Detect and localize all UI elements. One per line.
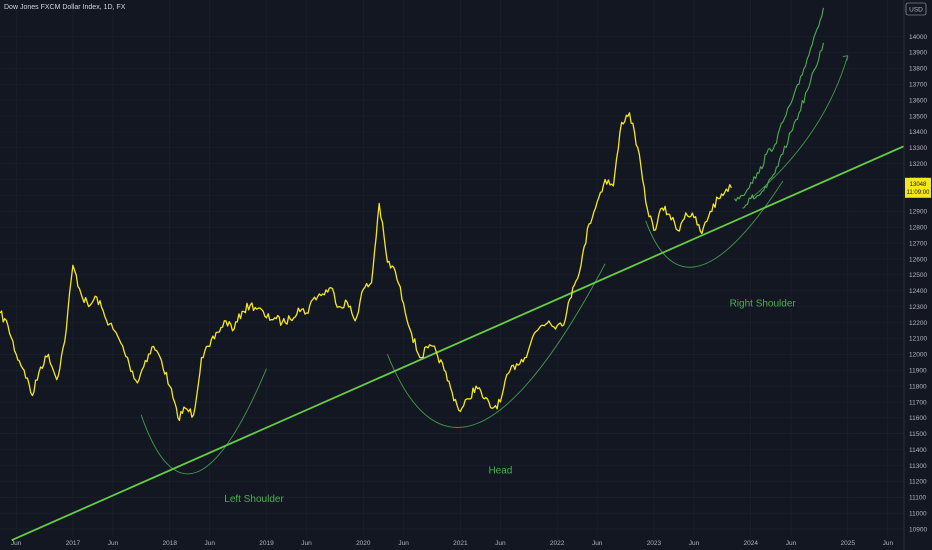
price-tick-label: 12000: [909, 352, 927, 359]
projection-line: [734, 7, 824, 202]
time-tick-label: Jun: [398, 540, 409, 547]
price-tick-label: 11700: [909, 399, 927, 406]
price-series: [0, 7, 824, 422]
price-tick-label: 11300: [909, 463, 927, 470]
time-tick-label: Jun: [108, 540, 119, 547]
time-tick-label: 2022: [550, 540, 565, 547]
time-tick-label: 2023: [647, 540, 662, 547]
time-tick-label: 2019: [259, 540, 274, 547]
price-tick-label: 12400: [909, 288, 927, 295]
price-tick-label: 12100: [909, 336, 927, 343]
price-tick-label: 13600: [909, 97, 927, 104]
time-tick-label: Jun: [205, 540, 216, 547]
price-tick-label: 13200: [909, 161, 927, 168]
time-tick-label: Jun: [495, 540, 506, 547]
price-tick-label: 11800: [909, 383, 927, 390]
price-tick-label: 13800: [909, 66, 927, 73]
price-tick-label: 11000: [909, 510, 927, 517]
projection-line: [742, 42, 824, 209]
price-tick-label: 12800: [909, 224, 927, 231]
chart-title: Dow Jones FXCM Dollar Index, 1D, FX: [4, 4, 126, 11]
price-tick-label: 11100: [909, 495, 926, 502]
price-tick-label: 12500: [909, 272, 927, 279]
price-tick-label: 11900: [909, 367, 927, 374]
price-tick-label: 10900: [909, 526, 927, 533]
time-tick-label: Jun: [592, 540, 603, 547]
price-tick-label: 13400: [909, 129, 927, 136]
price-tick-label: 14000: [909, 34, 927, 41]
price-tick-label: 11200: [909, 479, 927, 486]
pattern-label: Left Shoulder: [224, 494, 284, 505]
price-tick-label: 11400: [909, 447, 927, 454]
pattern-label: Right Shoulder: [730, 299, 797, 310]
neckline-trendline: [11, 145, 905, 542]
time-tick-label: 2024: [743, 540, 758, 547]
time-tick-label: Jun: [11, 540, 22, 547]
time-tick-label: 2017: [66, 540, 81, 547]
time-tick-label: Jun: [786, 540, 797, 547]
svg-text:11:09:00: 11:09:00: [907, 190, 931, 196]
time-tick-label: Jun: [883, 540, 894, 547]
time-tick-label: Jun: [301, 540, 312, 547]
price-tick-label: 12200: [909, 320, 927, 327]
time-tick-label: Jun: [689, 540, 700, 547]
currency-label: USD: [905, 2, 927, 16]
svg-text:USD: USD: [909, 7, 923, 14]
last-price-badge: 13048 11:09:00: [905, 177, 931, 198]
time-tick-label: 2020: [356, 540, 371, 547]
price-tick-label: 12700: [909, 240, 927, 247]
time-tick-label: 2025: [841, 540, 856, 547]
price-tick-label: 12600: [909, 256, 927, 263]
price-tick-label: 13700: [909, 82, 927, 89]
price-line: [0, 112, 732, 422]
svg-text:13048: 13048: [910, 182, 927, 188]
price-tick-label: 12300: [909, 304, 927, 311]
price-tick-label: 11600: [909, 415, 927, 422]
price-tick-label: 13500: [909, 113, 927, 120]
arc-arrowhead: [842, 55, 849, 61]
grid: [0, 0, 904, 537]
pattern-label: Head: [488, 465, 512, 476]
pattern-annotations: Left Shoulder Head Right Shoulder: [224, 299, 796, 505]
price-tick-label: 13900: [909, 50, 927, 57]
time-tick-label: 2021: [453, 540, 468, 547]
pattern-arc: [140, 368, 267, 475]
pattern-arc: [387, 263, 606, 428]
price-tick-label: 11500: [909, 431, 927, 438]
price-tick-label: 13300: [909, 145, 927, 152]
time-axis[interactable]: Jun 2017 Jun 2018 Jun 2019 Jun 2020 Jun 2021 Jun 20…: [11, 540, 894, 547]
pattern-arc: [645, 180, 784, 268]
time-tick-label: 2018: [162, 540, 177, 547]
price-tick-label: 12900: [909, 209, 927, 216]
